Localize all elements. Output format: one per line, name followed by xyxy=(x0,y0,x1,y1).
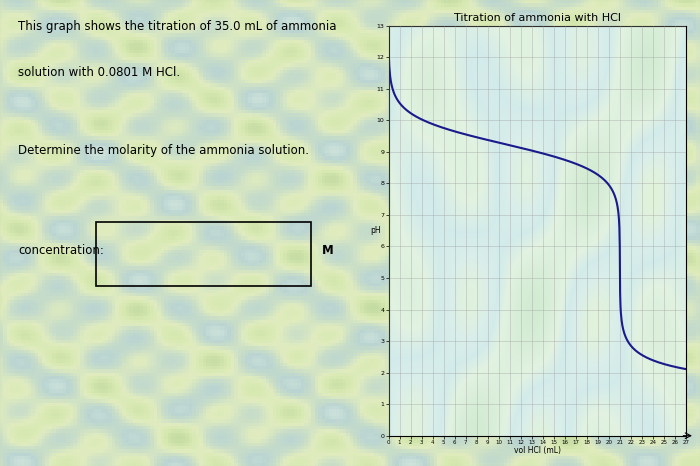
Text: M: M xyxy=(322,244,334,257)
Title: Titration of ammonia with HCl: Titration of ammonia with HCl xyxy=(454,14,621,23)
Text: concentration:: concentration: xyxy=(18,244,104,257)
Bar xyxy=(96,222,312,286)
X-axis label: vol HCl (mL): vol HCl (mL) xyxy=(514,446,561,455)
Text: Determine the molarity of the ammonia solution.: Determine the molarity of the ammonia so… xyxy=(18,144,309,157)
Text: This graph shows the titration of 35.0 mL of ammonia: This graph shows the titration of 35.0 m… xyxy=(18,20,337,33)
Text: solution with 0.0801 M HCl.: solution with 0.0801 M HCl. xyxy=(18,66,181,79)
Y-axis label: pH: pH xyxy=(370,226,380,235)
